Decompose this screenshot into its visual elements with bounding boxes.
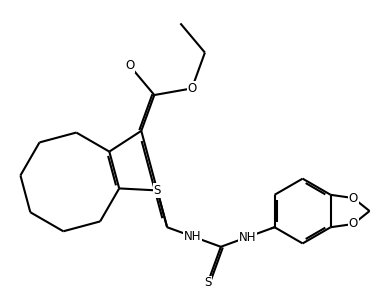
- Text: NH: NH: [239, 230, 257, 244]
- Text: O: O: [187, 82, 197, 95]
- Text: O: O: [125, 59, 135, 72]
- Text: S: S: [204, 276, 211, 289]
- Text: O: O: [349, 218, 358, 230]
- Text: O: O: [349, 192, 358, 205]
- Text: S: S: [154, 184, 161, 197]
- Text: NH: NH: [183, 230, 201, 243]
